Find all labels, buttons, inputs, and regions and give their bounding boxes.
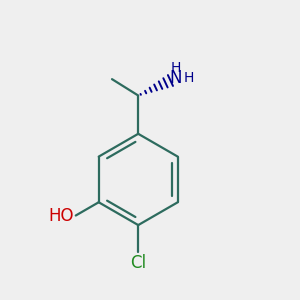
- Text: N: N: [170, 69, 182, 87]
- Text: H: H: [183, 71, 194, 85]
- Text: H: H: [171, 61, 181, 75]
- Text: HO: HO: [48, 206, 74, 224]
- Text: Cl: Cl: [130, 254, 146, 272]
